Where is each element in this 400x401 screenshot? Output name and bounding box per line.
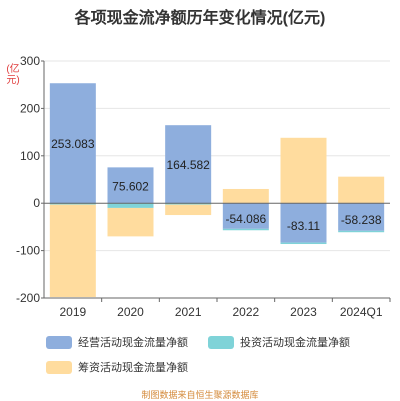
x-tick-label-2019: 2019: [59, 305, 86, 319]
x-tick-label-2020: 2020: [117, 305, 144, 319]
bar-investing-2024Q1: [338, 230, 385, 233]
bar-investing-2021: [165, 203, 212, 205]
legend-swatch-operating: [46, 335, 72, 349]
bar-financing-2021: [165, 204, 212, 216]
y-tick-label: 0: [33, 196, 40, 210]
bar-financing-2020: [107, 207, 154, 237]
y-tick-label: 200: [20, 101, 40, 115]
bar-investing-2019: [49, 203, 96, 205]
legend-swatch-investing: [208, 335, 234, 349]
legend-label-investing: 投资活动现金流量净额: [240, 337, 350, 349]
bar-operating-2024Q1: [338, 203, 385, 231]
bar-operating-2019: [49, 83, 96, 204]
data-label-2019: 253.083: [51, 137, 95, 151]
bar-investing-2020: [107, 203, 154, 208]
legend-item-operating: 经营活动现金流量净额: [46, 334, 188, 350]
y-tick-label: -200: [16, 291, 40, 305]
data-label-2022: -54.086: [225, 212, 266, 226]
x-tick-label-2022: 2022: [232, 305, 259, 319]
bar-operating-2023: [280, 203, 327, 243]
x-tick-label-2021: 2021: [175, 305, 202, 319]
chart-title: 各项现金流净额历年变化情况(亿元): [74, 10, 326, 27]
bar-financing-2024Q1: [338, 176, 385, 204]
bar-operating-2021: [165, 125, 212, 204]
legend-label-operating: 经营活动现金流量净额: [78, 337, 188, 349]
y-tick-label: 100: [20, 149, 40, 163]
bar-operating-2020: [107, 167, 154, 204]
legend-item-investing: 投资活动现金流量净额: [208, 334, 350, 350]
bar-financing-2019: [49, 204, 96, 298]
bar-chart: 253.083 75.602 164.582 -54.086 -83.11 -58.238…: [16, 54, 391, 319]
x-tick-label-2023: 2023: [290, 305, 317, 319]
data-label-2020: 75.602: [112, 179, 149, 193]
bar-financing-2022: [222, 188, 269, 204]
legend-swatch-financing: [46, 360, 72, 374]
source-note: 制图数据来自恒生聚源数据库: [141, 390, 259, 400]
legend-item-financing: 筹资活动现金流量净额: [46, 359, 188, 375]
data-label-2021: 164.582: [166, 158, 210, 172]
data-label-2024Q1: -58.238: [341, 213, 382, 227]
legend-label-financing: 筹资活动现金流量净额: [78, 362, 188, 374]
y-axis-unit-label: (亿元): [6, 64, 20, 86]
x-tick-label-2024Q1: 2024Q1: [340, 305, 383, 319]
data-label-2023: -83.11: [287, 219, 320, 233]
bar-operating-2022: [222, 203, 269, 229]
y-tick-label: 300: [20, 54, 40, 68]
bar-financing-2023: [280, 137, 327, 204]
y-tick-label: -100: [16, 244, 40, 258]
bar-investing-2023: [280, 242, 327, 245]
bar-investing-2022: [222, 228, 269, 231]
